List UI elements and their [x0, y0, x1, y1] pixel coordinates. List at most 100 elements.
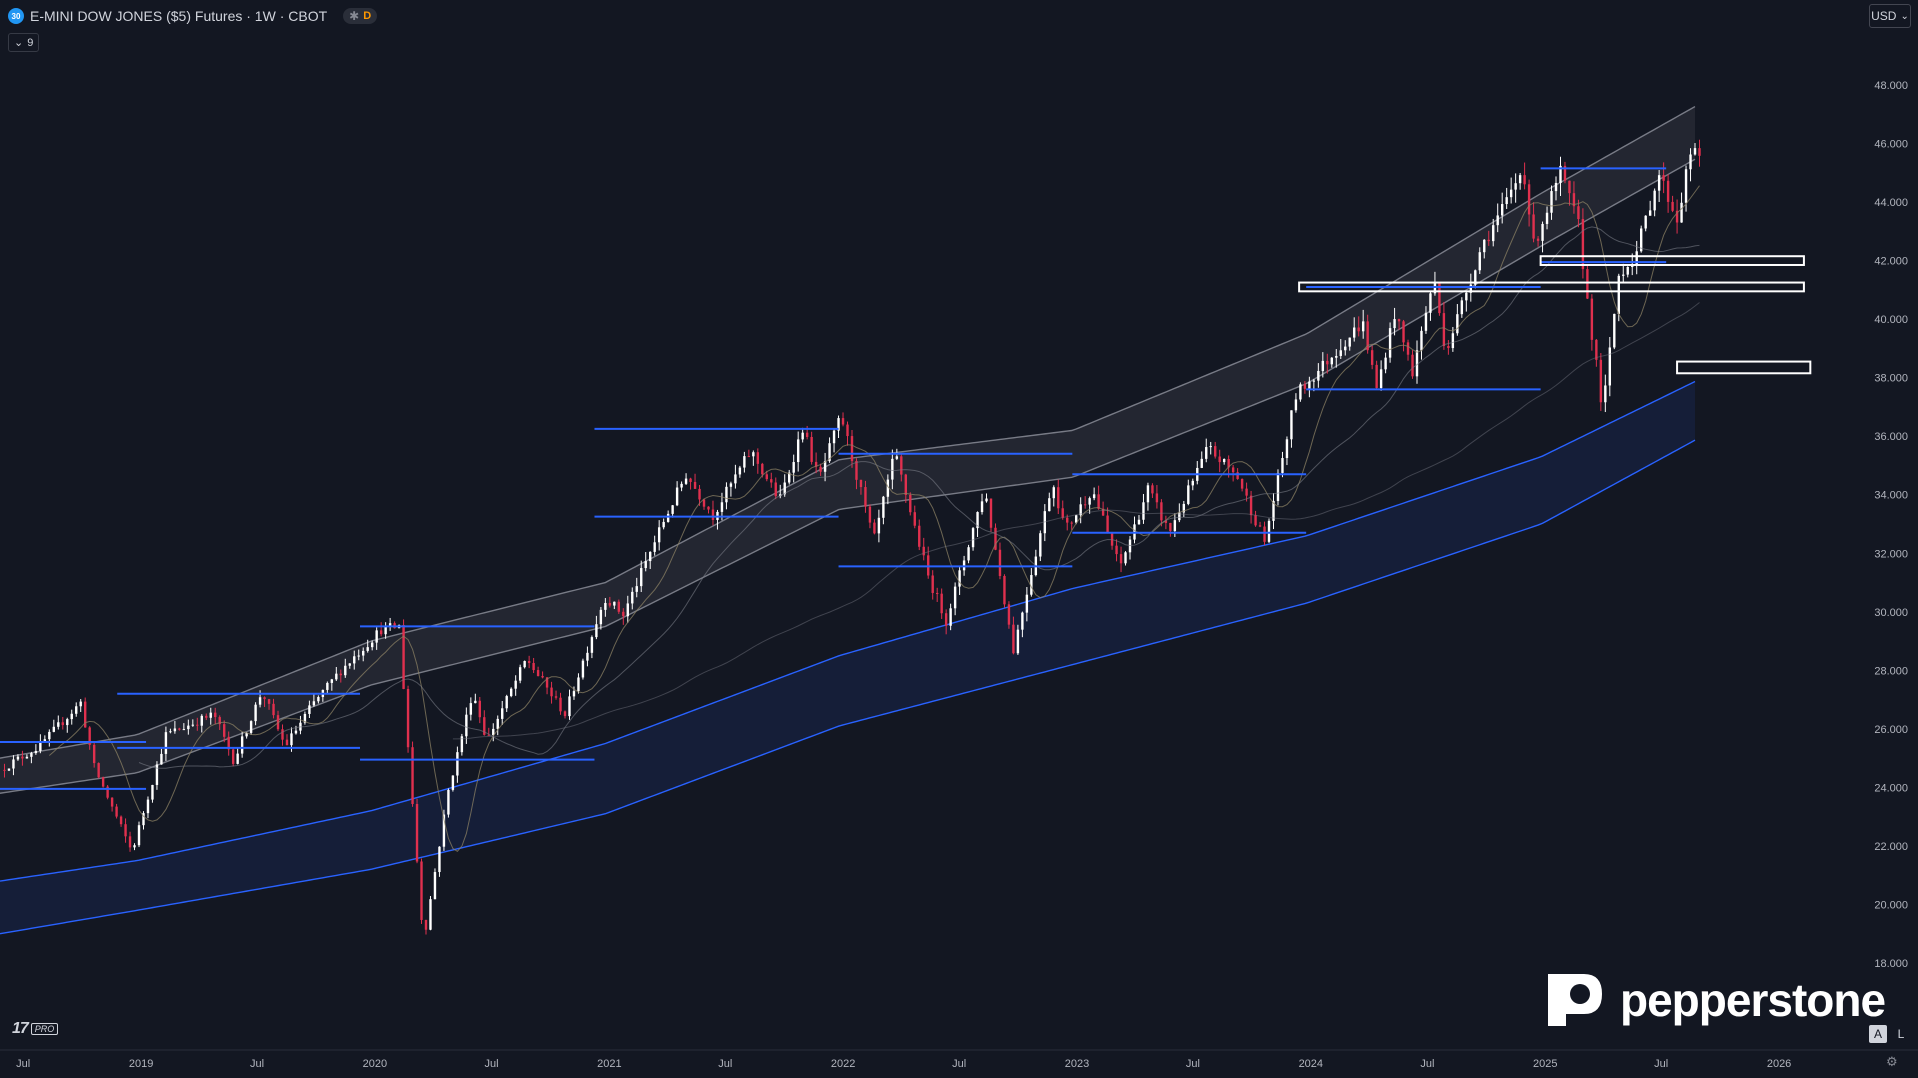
candle-body: [1254, 515, 1257, 526]
candle-body: [1447, 345, 1450, 349]
candle-body: [263, 697, 266, 700]
candle-body: [402, 624, 405, 689]
auto-scale-button[interactable]: A: [1869, 1025, 1887, 1043]
candle-body: [48, 731, 51, 740]
log-scale-button[interactable]: L: [1897, 1027, 1905, 1041]
x-tick-label: 2022: [831, 1058, 855, 1070]
candle-body: [483, 717, 486, 735]
candle-body: [702, 499, 706, 507]
candle-body: [1039, 533, 1042, 557]
candle-body: [1249, 495, 1253, 516]
pro-badge: PRO: [30, 1023, 59, 1035]
candle-body: [1424, 312, 1428, 331]
candle-body: [505, 696, 508, 709]
candle-body: [1294, 399, 1298, 411]
candle-body: [12, 759, 15, 769]
x-tick-label: Jul: [1186, 1058, 1200, 1070]
tradingview-logo[interactable]: 17 PRO: [12, 1020, 59, 1038]
candle-body: [348, 663, 351, 666]
candle-body: [1496, 215, 1499, 226]
chart-header: 30 E-MINI DOW JONES ($5) Futures · 1W · …: [8, 6, 378, 26]
candle-body: [1317, 370, 1320, 381]
candle-body: [1613, 313, 1616, 348]
candle-body: [1500, 204, 1504, 216]
y-tick-label: 36.000: [1874, 431, 1908, 443]
y-tick-label: 46.000: [1874, 139, 1908, 151]
candle-body: [1402, 321, 1405, 343]
y-tick-label: 18.000: [1874, 958, 1908, 970]
candle-body: [209, 712, 212, 718]
candle-body: [1514, 183, 1517, 190]
candle-body: [1563, 165, 1567, 181]
candle-body: [873, 522, 876, 534]
candle-body: [1406, 342, 1410, 355]
candle-body: [796, 439, 800, 463]
candle-body: [375, 630, 378, 643]
candle-body: [1568, 180, 1571, 194]
candle-body: [752, 452, 755, 457]
candle-body: [1048, 498, 1051, 512]
candle-body: [415, 803, 419, 862]
y-tick-label: 38.000: [1874, 373, 1908, 385]
zone-box: [1539, 255, 1805, 266]
x-tick-label: 2023: [1065, 1058, 1089, 1070]
candle-body: [545, 677, 549, 688]
candle-body: [958, 570, 961, 587]
symbol-title[interactable]: E-MINI DOW JONES ($5) Futures · 1W · CBO…: [30, 8, 328, 24]
indicators-toggle-button[interactable]: ⌄ 9: [8, 33, 40, 52]
candle-body: [1640, 228, 1643, 252]
candle-body: [1653, 190, 1656, 211]
gear-icon[interactable]: ⚙: [1886, 1054, 1898, 1069]
candle-body: [1205, 447, 1208, 459]
candle-body: [92, 744, 96, 764]
candle-body: [1666, 180, 1670, 202]
candle-body: [1397, 319, 1401, 322]
status-pill[interactable]: ✱ D: [343, 8, 378, 24]
currency-select[interactable]: USD ⌄: [1869, 4, 1911, 28]
candle-body: [729, 483, 733, 487]
candle-body: [164, 732, 168, 754]
candle-body: [326, 682, 329, 690]
candle-body: [142, 813, 145, 826]
candle-body: [662, 521, 665, 528]
candle-body: [613, 601, 616, 606]
candle-body: [1532, 214, 1535, 239]
symbol-badge-icon[interactable]: 30: [8, 8, 24, 24]
candle-body: [989, 498, 993, 528]
candle-body: [16, 756, 20, 760]
candle-body: [514, 680, 517, 689]
candle-body: [859, 479, 863, 488]
candle-body: [680, 483, 683, 488]
candle-body: [1604, 385, 1607, 403]
candle-body: [1357, 327, 1360, 332]
candle-body: [1617, 275, 1620, 314]
candle-body: [97, 763, 100, 778]
candle-body: [823, 461, 827, 472]
candle-body: [1218, 456, 1221, 463]
x-tick-label: 2019: [129, 1058, 153, 1070]
candle-body: [1276, 472, 1280, 501]
candle-body: [1074, 515, 1078, 523]
candle-body: [353, 656, 356, 664]
y-tick-label: 34.000: [1874, 490, 1908, 502]
x-tick-label: Jul: [1654, 1058, 1668, 1070]
candle-body: [1460, 300, 1464, 315]
candle-body: [438, 846, 441, 873]
zone-box: [1676, 360, 1812, 375]
candle-body: [1438, 282, 1441, 314]
candle-body: [285, 739, 289, 746]
candle-body: [1245, 488, 1248, 496]
candle-body: [119, 816, 123, 825]
candle-body: [572, 691, 576, 697]
x-tick-label: Jul: [250, 1058, 264, 1070]
candle-body: [1541, 223, 1544, 241]
candle-body: [577, 677, 580, 692]
candle-body: [1554, 182, 1558, 192]
candle-body: [169, 731, 172, 733]
y-tick-label: 22.000: [1874, 841, 1908, 853]
candle-body: [1290, 410, 1293, 440]
candle-body: [622, 611, 625, 617]
candle-body: [810, 436, 813, 462]
y-axis: 18.000 20.000 22.000 24.000 26.000 28.000 30.0…: [1874, 80, 1908, 970]
